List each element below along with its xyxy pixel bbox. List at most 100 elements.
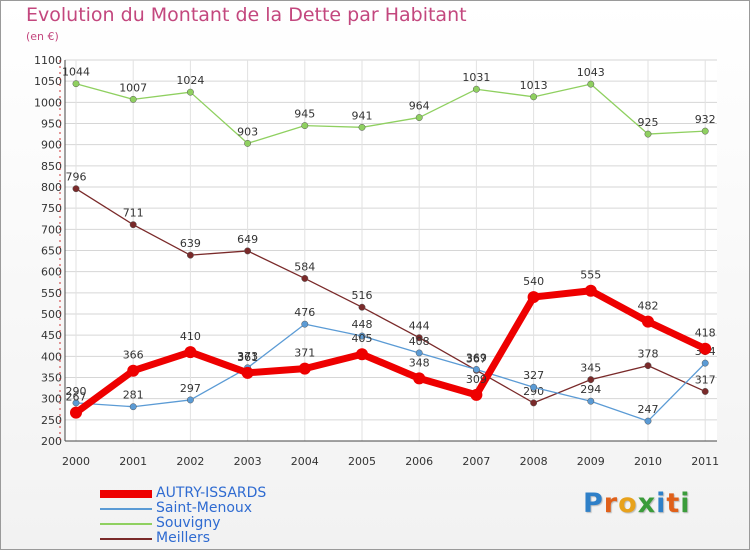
data-label-saint-menoux: 476 (294, 306, 315, 319)
data-label-meillers: 649 (237, 233, 258, 246)
data-point-souvigny (587, 80, 595, 88)
data-label-saint-menoux: 373 (237, 350, 258, 363)
data-label-autry-issards: 405 (352, 332, 373, 345)
y-tick-label: 200 (41, 435, 62, 448)
data-point-souvigny (129, 95, 137, 103)
y-tick-label: 700 (41, 223, 62, 236)
data-point-souvigny (530, 93, 538, 101)
data-label-saint-menoux: 408 (409, 335, 430, 348)
x-tick-label: 2006 (405, 455, 433, 468)
data-label-souvigny: 964 (409, 100, 430, 113)
data-label-autry-issards: 482 (638, 300, 659, 313)
legend: AUTRY-ISSARDS Saint-Menoux Souvigny Meiller… (100, 486, 266, 546)
data-point-autry-issards (298, 362, 311, 375)
chart-title: Evolution du Montant de la Dette par Hab… (26, 4, 467, 26)
data-point-souvigny (72, 80, 80, 88)
series-line-autry-issards (72, 287, 709, 417)
data-point-saint-menoux (587, 397, 595, 405)
data-label-meillers: 444 (409, 320, 430, 333)
data-label-autry-issards: 267 (66, 391, 87, 404)
y-tick-label: 500 (41, 308, 62, 321)
logo-letter: P (583, 488, 604, 519)
data-point-autry-issards (699, 342, 712, 355)
data-point-souvigny (301, 122, 309, 130)
y-tick-label: 400 (41, 350, 62, 363)
data-point-saint-menoux (186, 396, 194, 404)
data-point-meillers (587, 376, 595, 384)
x-tick-label: 2003 (234, 455, 262, 468)
y-tick-label: 750 (41, 202, 62, 215)
data-label-meillers: 796 (66, 171, 87, 184)
data-point-saint-menoux (301, 320, 309, 328)
y-tick-label: 350 (41, 372, 62, 385)
series-line-saint-menoux (75, 323, 706, 422)
data-point-meillers (644, 362, 652, 370)
data-point-autry-issards (642, 315, 654, 328)
data-point-saint-menoux (72, 399, 80, 407)
data-label-autry-issards: 366 (123, 349, 144, 362)
data-label-autry-issards: 410 (180, 330, 201, 343)
data-point-meillers (530, 399, 538, 407)
y-tick-label: 300 (41, 393, 62, 406)
data-label-souvigny: 932 (695, 113, 716, 126)
data-label-souvigny: 1013 (520, 79, 548, 92)
data-point-meillers (358, 303, 366, 311)
data-point-souvigny (244, 139, 252, 147)
data-label-meillers: 584 (294, 260, 315, 273)
logo-letter: i (656, 488, 667, 519)
chart-unit: (en €) (26, 30, 59, 43)
data-point-souvigny (415, 114, 423, 122)
logo-letter: r (603, 488, 619, 519)
logo-letter: i (680, 488, 691, 519)
data-point-saint-menoux (530, 383, 538, 391)
data-label-souvigny: 1044 (62, 66, 90, 79)
data-label-meillers: 317 (695, 373, 716, 386)
y-tick-label: 950 (41, 118, 62, 131)
data-label-souvigny: 903 (237, 125, 258, 138)
data-point-meillers (701, 388, 709, 395)
data-point-autry-issards (70, 406, 82, 419)
data-label-souvigny: 1024 (176, 74, 204, 87)
legend-label: Meillers (156, 530, 211, 546)
data-label-meillers: 711 (123, 207, 144, 220)
data-label-souvigny: 1043 (577, 66, 605, 79)
logo-letter: t (666, 488, 681, 519)
data-point-souvigny (472, 85, 480, 93)
data-label-autry-issards: 540 (523, 275, 544, 288)
data-point-autry-issards (413, 372, 426, 385)
x-tick-label: 2005 (348, 455, 376, 468)
data-point-autry-issards (470, 388, 483, 401)
data-label-saint-menoux: 247 (638, 403, 659, 416)
data-point-meillers (186, 251, 194, 259)
data-label-saint-menoux: 281 (123, 389, 144, 402)
data-label-saint-menoux: 369 (466, 351, 487, 364)
data-label-saint-menoux: 297 (180, 382, 201, 395)
data-label-saint-menoux: 448 (352, 318, 373, 331)
x-tick-label: 2010 (634, 455, 662, 468)
data-point-souvigny (644, 130, 652, 138)
data-point-autry-issards (127, 364, 140, 377)
logo-letter: o (618, 488, 638, 519)
series-line-souvigny (75, 83, 706, 145)
data-label-saint-menoux: 294 (580, 383, 601, 396)
y-tick-label: 650 (41, 245, 62, 258)
data-point-meillers (72, 185, 80, 193)
data-point-autry-issards (527, 291, 540, 304)
data-label-souvigny: 1007 (119, 81, 147, 94)
data-point-saint-menoux (415, 349, 423, 357)
y-tick-label: 450 (41, 329, 62, 342)
legend-label: AUTRY-ISSARDS (156, 485, 267, 501)
data-label-meillers: 345 (580, 362, 601, 375)
y-tick-label: 900 (41, 139, 62, 152)
y-tick-label: 850 (41, 160, 62, 173)
data-point-autry-issards (184, 346, 197, 359)
data-label-souvigny: 945 (294, 108, 315, 121)
x-tick-label: 2008 (520, 455, 548, 468)
legend-item-souvigny: Souvigny (100, 516, 266, 531)
data-point-saint-menoux (644, 417, 652, 425)
data-point-saint-menoux (358, 332, 366, 340)
x-tick-label: 2002 (176, 455, 204, 468)
y-tick-label: 800 (41, 181, 62, 194)
logo-letter: x (637, 488, 657, 519)
x-tick-label: 2011 (691, 455, 719, 468)
